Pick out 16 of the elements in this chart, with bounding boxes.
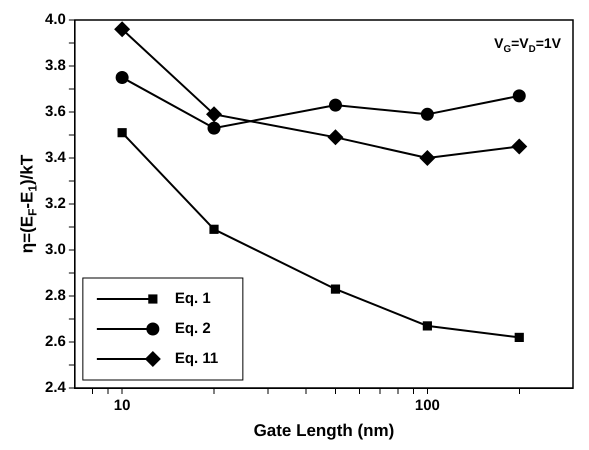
x-axis-title: Gate Length (nm) [254,421,394,440]
y-tick-label: 2.6 [44,333,66,350]
y-tick-label: 2.4 [44,379,66,396]
y-tick-label: 2.8 [44,287,66,304]
y-tick-label: 3.2 [44,195,66,212]
y-axis-title: η=(EF-E1)/kT [18,154,40,254]
legend-label: Eq. 11 [174,350,218,368]
y-tick-label: 4.0 [44,11,66,28]
y-tick-label: 3.8 [44,57,66,74]
legend-label: Eq. 1 [174,290,211,308]
y-tick-label: 3.4 [44,149,66,166]
y-tick-label: 3.0 [44,241,66,258]
x-tick-label: 100 [414,397,440,414]
x-tick-label: 10 [114,397,130,414]
legend-label: Eq. 2 [174,320,211,338]
y-tick-label: 3.6 [44,103,66,120]
